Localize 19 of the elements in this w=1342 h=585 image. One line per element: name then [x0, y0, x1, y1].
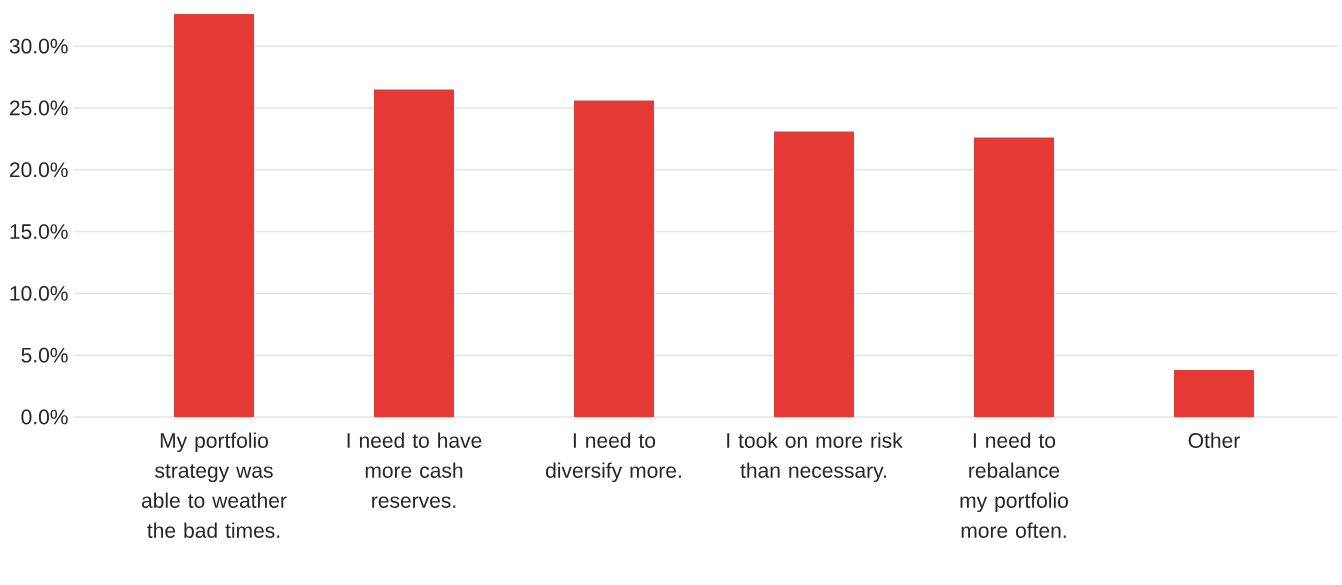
x-tick-label: I need to rebalance my portfolio more often.	[960, 432, 1068, 538]
x-tick-label: I need to diversify more.	[546, 432, 681, 483]
bar	[973, 137, 1054, 417]
y-tick-label: 10.0%	[10, 285, 68, 301]
bar	[573, 100, 654, 417]
x-tick-label: I need to have more cash reserves.	[347, 432, 482, 508]
y-tick-label: 20.0%	[10, 162, 68, 178]
y-tick-label: 30.0%	[9, 38, 68, 54]
bar	[174, 14, 254, 417]
y-tick-label: 0.0%	[21, 409, 68, 425]
bar	[773, 131, 854, 417]
y-tick-label: 5.0%	[21, 347, 68, 363]
bar	[374, 89, 454, 417]
y-tick-label: 25.0%	[10, 100, 68, 116]
x-tick-label: Other	[1188, 432, 1240, 448]
bar	[1173, 370, 1254, 417]
x-tick-label: I took on more risk than necessary.	[727, 432, 903, 483]
x-tick-label: My portfolio strategy was able to weather the bad times.	[141, 432, 287, 538]
y-tick-label: 15.0%	[10, 224, 68, 239]
